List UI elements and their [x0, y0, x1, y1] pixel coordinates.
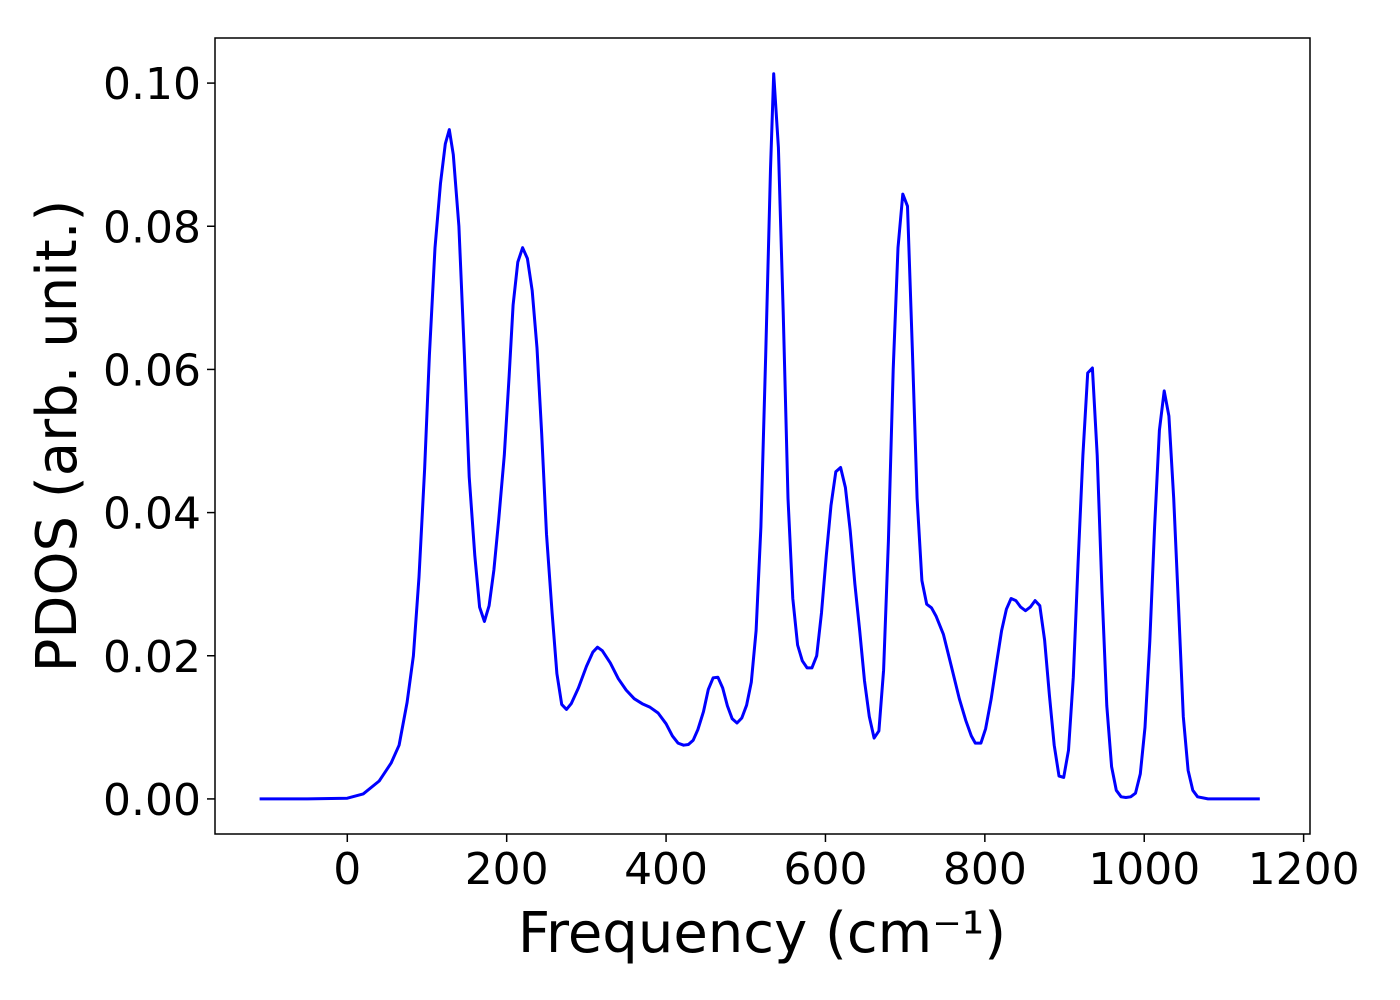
- x-tick-label: 1200: [1248, 844, 1360, 895]
- y-tick-label: 0.06: [103, 345, 201, 396]
- y-tick-label: 0.10: [103, 59, 201, 110]
- y-tick-label: 0.02: [103, 632, 201, 683]
- x-axis-label: Frequency (cm⁻¹): [518, 901, 1006, 966]
- y-tick-label: 0.00: [103, 775, 201, 826]
- y-tick-label: 0.08: [103, 202, 201, 253]
- y-tick-label: 0.04: [103, 489, 201, 540]
- y-axis-label: PDOS (arb. unit.): [25, 200, 90, 673]
- x-tick-label: 200: [465, 844, 549, 895]
- x-tick-label: 400: [624, 844, 708, 895]
- x-tick-label: 600: [783, 844, 867, 895]
- x-tick-label: 800: [943, 844, 1027, 895]
- line: [259, 72, 1260, 801]
- plot-frame: [214, 37, 1311, 835]
- x-tick-label: 0: [333, 844, 361, 895]
- x-tick-label: 1000: [1088, 844, 1200, 895]
